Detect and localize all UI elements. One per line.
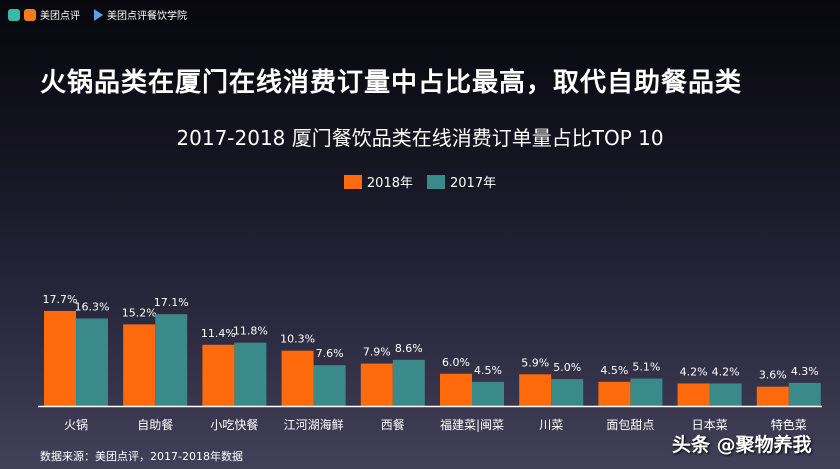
- bar-2017: [709, 383, 742, 406]
- data-label: 3.6%: [759, 369, 787, 382]
- category-label: 火锅: [64, 417, 88, 432]
- data-label: 17.1%: [154, 296, 189, 309]
- legend-swatch-2018: [343, 174, 362, 189]
- bar-2017: [392, 359, 425, 406]
- data-label: 4.5%: [600, 364, 628, 377]
- legend-label: 2017年: [450, 176, 497, 191]
- bar-2018: [123, 324, 156, 406]
- bar-2017: [155, 314, 188, 406]
- data-label: 5.9%: [521, 356, 549, 369]
- category-label: 福建菜|闽菜: [440, 417, 504, 432]
- data-label: 15.2%: [122, 306, 157, 319]
- category-label: 西餐: [381, 417, 405, 432]
- watermark: 头条 @聚物养我: [672, 434, 812, 456]
- bar-2017: [76, 318, 108, 406]
- data-label: 11.4%: [201, 327, 236, 340]
- dianping-logo-icon: [24, 8, 36, 21]
- bar-2018: [598, 381, 631, 406]
- category-label: 江河湖海鲜: [284, 417, 344, 432]
- meituan-logo-icon: [8, 8, 20, 21]
- chart-legend: 2018年 2017年: [0, 172, 840, 191]
- data-label: 7.6%: [316, 347, 344, 360]
- bar-2018: [677, 383, 710, 406]
- chart-title: 2017-2018 厦门餐饮品类在线消费订单量占比TOP 10: [176, 126, 664, 150]
- bar-2017: [788, 382, 821, 406]
- bar-2017: [234, 342, 267, 406]
- bar-2018: [44, 310, 76, 406]
- legend-swatch-2017: [427, 174, 445, 189]
- data-label: 11.8%: [233, 325, 268, 338]
- bar-2018: [756, 386, 789, 406]
- bar-2018: [202, 344, 235, 406]
- legend-2018: 2018年: [343, 172, 413, 191]
- bar-2017: [313, 365, 346, 406]
- data-label: 4.5%: [474, 364, 502, 377]
- bar-2017: [630, 378, 663, 406]
- data-source: 数据来源：美团点评，2017-2018年数据: [40, 450, 243, 463]
- bar-2017: [551, 379, 584, 406]
- data-label: 4.2%: [712, 365, 740, 378]
- bar-2017: [472, 381, 504, 406]
- data-label: 16.3%: [75, 300, 110, 313]
- brand-name: 美团点评: [40, 11, 80, 22]
- bar-2018: [360, 363, 393, 406]
- page-title: 火锅品类在厦门在线消费订量中占比最高，取代自助餐品类: [40, 68, 743, 98]
- category-label: 特色菜: [771, 417, 807, 432]
- data-label: 6.0%: [442, 356, 470, 369]
- bar-2018: [519, 374, 552, 406]
- bar-2018: [281, 350, 314, 406]
- play-logo-icon: [94, 8, 103, 21]
- data-label: 4.3%: [791, 365, 819, 378]
- academy-name: 美团点评餐饮学院: [107, 11, 187, 22]
- data-label: 5.0%: [553, 361, 581, 374]
- legend-label: 2018年: [366, 176, 413, 191]
- category-label: 川菜: [539, 418, 563, 432]
- category-label: 日本菜: [692, 418, 728, 432]
- data-label: 5.1%: [632, 361, 660, 374]
- category-label: 面包甜点: [606, 418, 654, 432]
- data-label: 10.3%: [280, 333, 315, 346]
- data-label: 4.2%: [680, 365, 708, 378]
- brand-header: 美团点评 美团点评餐饮学院: [8, 7, 187, 22]
- legend-2017: 2017年: [427, 172, 496, 191]
- data-label: 17.7%: [43, 293, 78, 306]
- data-label: 8.6%: [395, 342, 423, 355]
- data-label: 7.9%: [363, 346, 391, 359]
- category-label: 自助餐: [137, 417, 173, 432]
- category-label: 小吃快餐: [210, 417, 258, 432]
- bar-2018: [440, 373, 472, 406]
